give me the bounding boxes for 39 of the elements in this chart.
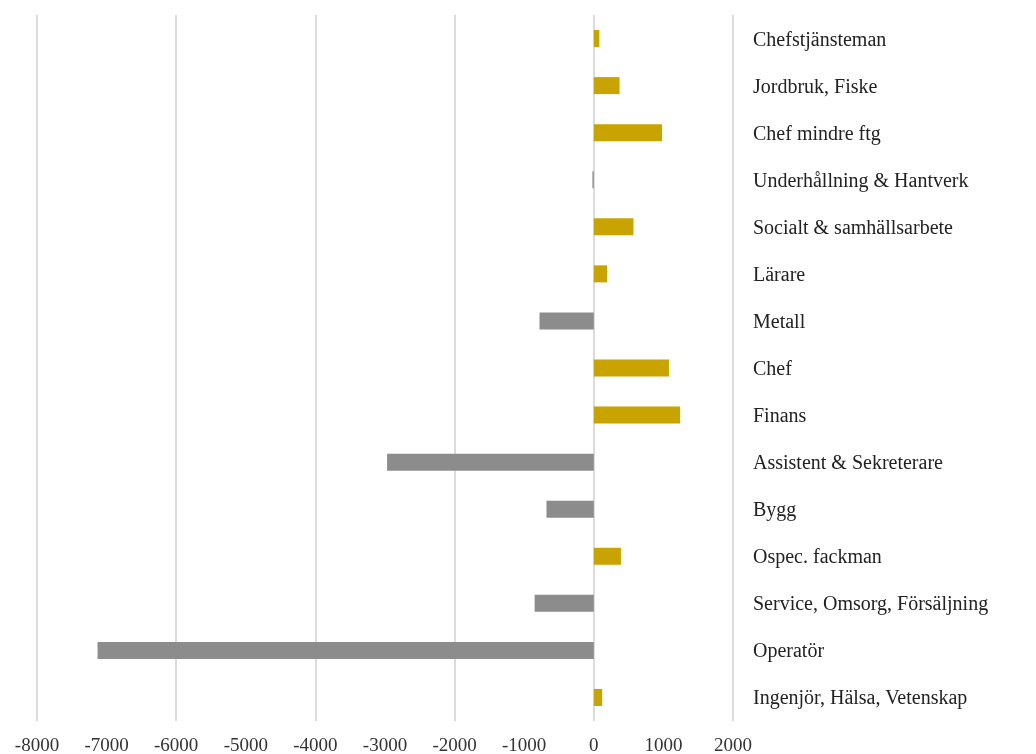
bar [593, 124, 663, 142]
x-tick-label: -5000 [223, 734, 268, 754]
bar [539, 312, 594, 330]
x-tick-label: -1000 [502, 734, 547, 754]
y-tick-label: Metall [753, 309, 806, 332]
y-tick-label: Bygg [753, 498, 797, 522]
x-tick-label: -4000 [293, 734, 338, 754]
y-tick-label: Chefstjänsteman [753, 27, 887, 51]
x-tick-label: -7000 [84, 734, 129, 754]
y-tick-label: Ospec. fackman [753, 545, 882, 569]
x-tick-label: -6000 [154, 734, 199, 754]
y-tick-label: Chef mindre ftg [753, 121, 881, 145]
bar [593, 359, 669, 377]
bar [387, 453, 594, 471]
y-tick-label: Lärare [753, 262, 806, 285]
y-tick-label: Ingenjör, Hälsa, Vetenskap [753, 686, 968, 710]
y-tick-label: Operatör [753, 639, 825, 663]
x-tick-label: 2000 [714, 734, 752, 754]
x-tick-label: 0 [589, 734, 599, 754]
y-tick-label: Socialt & samhällsarbete [753, 215, 954, 238]
bar [593, 218, 634, 236]
bar [593, 406, 681, 424]
y-tick-label: Jordbruk, Fiske [753, 74, 878, 97]
y-tick-label: Underhållning & Hantverk [753, 168, 969, 192]
bar [97, 641, 594, 659]
bar [593, 688, 603, 706]
x-tick-label: -3000 [362, 734, 408, 754]
bar [593, 265, 608, 283]
y-tick-label: Chef [753, 357, 793, 379]
x-tick-label: 1000 [644, 734, 683, 754]
bar [593, 547, 621, 565]
y-tick-label: Assistent & Sekreterare [753, 451, 944, 474]
y-tick-label: Finans [753, 404, 807, 427]
bar [546, 500, 594, 518]
bar [534, 594, 594, 612]
x-tick-label: -2000 [432, 734, 477, 754]
y-tick-label: Service, Omsorg, Försäljning [753, 592, 989, 616]
x-tick-label: -8000 [14, 734, 60, 754]
bar [593, 77, 620, 95]
